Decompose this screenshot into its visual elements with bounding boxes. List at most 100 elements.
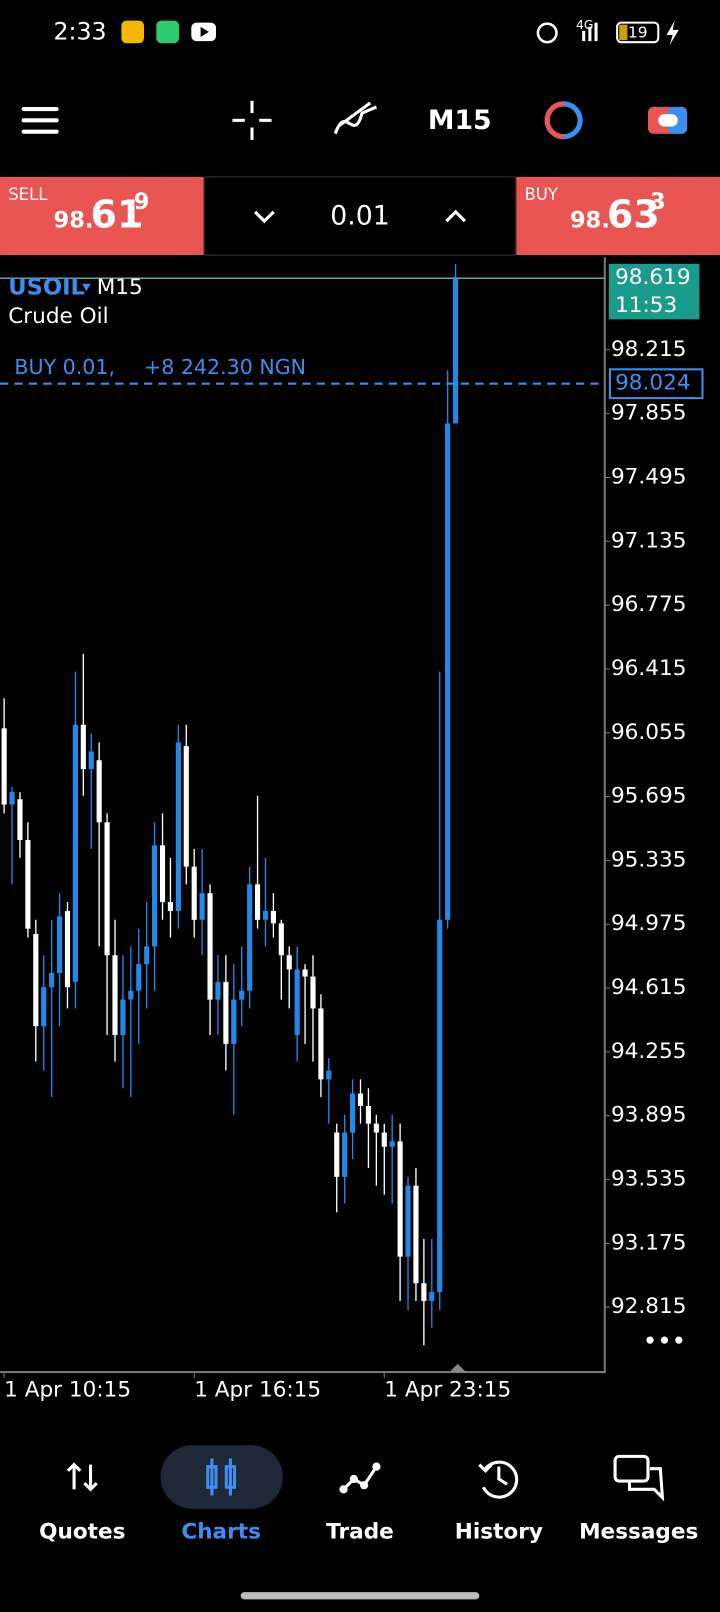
candle-body — [64, 910, 71, 988]
candle-body — [199, 893, 205, 920]
candle-body — [25, 840, 31, 929]
symbol-dropdown[interactable] — [82, 283, 91, 292]
history-icon — [478, 1460, 519, 1499]
signal — [594, 22, 598, 42]
candle-body — [17, 799, 23, 841]
y-tick-label: 92.815 — [611, 1294, 687, 1319]
candle-body — [152, 845, 158, 947]
current-price-box — [608, 263, 700, 320]
home-indicator — [240, 1592, 480, 1600]
symbol-description: Crude Oil — [8, 304, 108, 329]
bottom-nav: Quotes Charts Trade History Messages — [39, 1519, 698, 1544]
buy-price-prefix: 98. — [570, 208, 610, 234]
candle-body — [381, 1132, 387, 1147]
candle-body — [286, 955, 292, 970]
chart-timeframe: M15 — [97, 275, 143, 300]
candle-body — [80, 724, 86, 770]
lot-size[interactable]: 0.01 — [330, 201, 390, 232]
x-tick-label: 1 Apr 16:15 — [194, 1378, 321, 1403]
alarm-icon — [536, 22, 558, 44]
messages-icon — [613, 1454, 665, 1502]
charts-icon — [206, 1458, 237, 1496]
candle-body — [334, 1132, 340, 1177]
candle-body — [56, 916, 63, 973]
position-price-label: 98.024 — [615, 371, 691, 396]
position-profit: +8 242.30 NGN — [144, 355, 306, 379]
current-price-label: 98.619 — [615, 265, 691, 290]
candle-body — [207, 893, 213, 1000]
candle-body — [88, 751, 94, 770]
candle-body — [104, 822, 110, 956]
nav-tab[interactable]: Quotes — [39, 1519, 125, 1544]
candle-body — [413, 1185, 419, 1284]
plot: 98.215 97.855 97.495 97.135 96.775 96.415 96.0… — [0, 263, 704, 1403]
lot-increase[interactable] — [445, 209, 466, 223]
candle-body — [136, 964, 142, 991]
y-tick-label: 93.895 — [611, 1103, 687, 1128]
nav-tab[interactable]: Messages — [579, 1519, 698, 1544]
y-tick-label: 94.255 — [611, 1039, 687, 1064]
active-tab-pill — [160, 1445, 283, 1509]
y-tick-label: 97.135 — [611, 528, 687, 553]
notif-icon — [156, 20, 179, 44]
x-tick-label: 1 Apr 10:15 — [4, 1378, 131, 1403]
candle-body — [429, 1292, 435, 1301]
candle-body — [302, 969, 308, 977]
nav-tab[interactable]: Charts — [181, 1519, 261, 1544]
nav-tab[interactable]: Trade — [326, 1519, 394, 1544]
candle-body — [365, 1105, 372, 1124]
indicators-button[interactable] — [333, 101, 378, 135]
timeframe-button[interactable]: M15 — [428, 105, 492, 136]
charging-icon — [666, 20, 679, 46]
y-tick-label: 93.175 — [611, 1230, 687, 1255]
y-tick-label: 97.855 — [611, 401, 687, 426]
candle-body — [239, 990, 245, 1000]
menu-button[interactable] — [21, 106, 59, 134]
y-tick-label: 94.975 — [611, 911, 687, 936]
candle-body — [120, 999, 126, 1036]
candle-body — [215, 981, 221, 1000]
sell-price-prefix: 98. — [54, 208, 94, 234]
y-tick-label: 95.335 — [611, 847, 687, 872]
signal — [582, 30, 586, 42]
objects-button-part — [544, 101, 564, 140]
candle-body — [318, 1008, 324, 1080]
position-price-box — [608, 368, 704, 400]
candle-body — [254, 884, 261, 920]
more-dots[interactable] — [646, 1336, 683, 1344]
candle-body — [397, 1141, 403, 1257]
trade-icon — [339, 1462, 381, 1494]
battery-level — [619, 24, 628, 41]
sell-button[interactable] — [0, 176, 204, 256]
battery-text: 19 — [628, 23, 648, 41]
y-tick-label: 98.215 — [611, 337, 687, 362]
candle-body — [437, 919, 443, 1293]
lot-decrease[interactable] — [254, 210, 275, 224]
candle-body — [357, 1093, 364, 1106]
candle-body — [373, 1123, 379, 1133]
y-tick-label: 93.535 — [611, 1167, 687, 1192]
candle-body — [223, 981, 229, 1044]
y-tick-label: 96.415 — [611, 656, 687, 681]
candle-body — [247, 884, 253, 991]
candle-body — [175, 742, 181, 911]
symbol: USOIL — [8, 274, 85, 300]
scroll-marker — [449, 1363, 466, 1373]
nav-tab[interactable]: History — [455, 1519, 543, 1544]
crosshair-button[interactable] — [232, 100, 272, 140]
candle-body — [389, 1141, 395, 1147]
candle-body — [144, 946, 150, 965]
buy-label: BUY — [525, 185, 559, 204]
candle-body — [326, 1070, 332, 1080]
candle-body — [452, 278, 459, 424]
lot-panel — [204, 176, 516, 256]
quotes-icon — [66, 1462, 98, 1492]
candle-body — [183, 746, 189, 867]
y-tick-label: 97.495 — [611, 464, 687, 489]
buy-button[interactable] — [516, 176, 720, 256]
y-tick-label: 95.695 — [611, 784, 687, 809]
sell-label: SELL — [8, 185, 48, 204]
candle-body — [310, 976, 316, 1009]
candle-body — [72, 724, 78, 982]
